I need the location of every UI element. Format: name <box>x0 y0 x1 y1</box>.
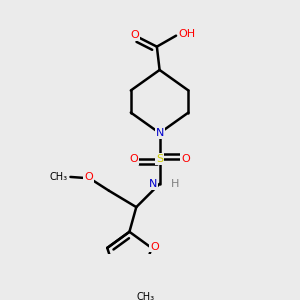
Text: O: O <box>181 154 190 164</box>
Text: N: N <box>148 179 157 189</box>
Text: O: O <box>130 30 139 40</box>
Text: CH₃: CH₃ <box>50 172 68 182</box>
Text: CH₃: CH₃ <box>137 292 155 300</box>
Text: H: H <box>170 179 179 189</box>
Text: O: O <box>129 154 138 164</box>
Text: O: O <box>84 172 93 182</box>
Text: OH: OH <box>179 29 196 39</box>
Text: O: O <box>150 242 159 251</box>
Text: S: S <box>156 154 163 164</box>
Text: N: N <box>155 128 164 138</box>
